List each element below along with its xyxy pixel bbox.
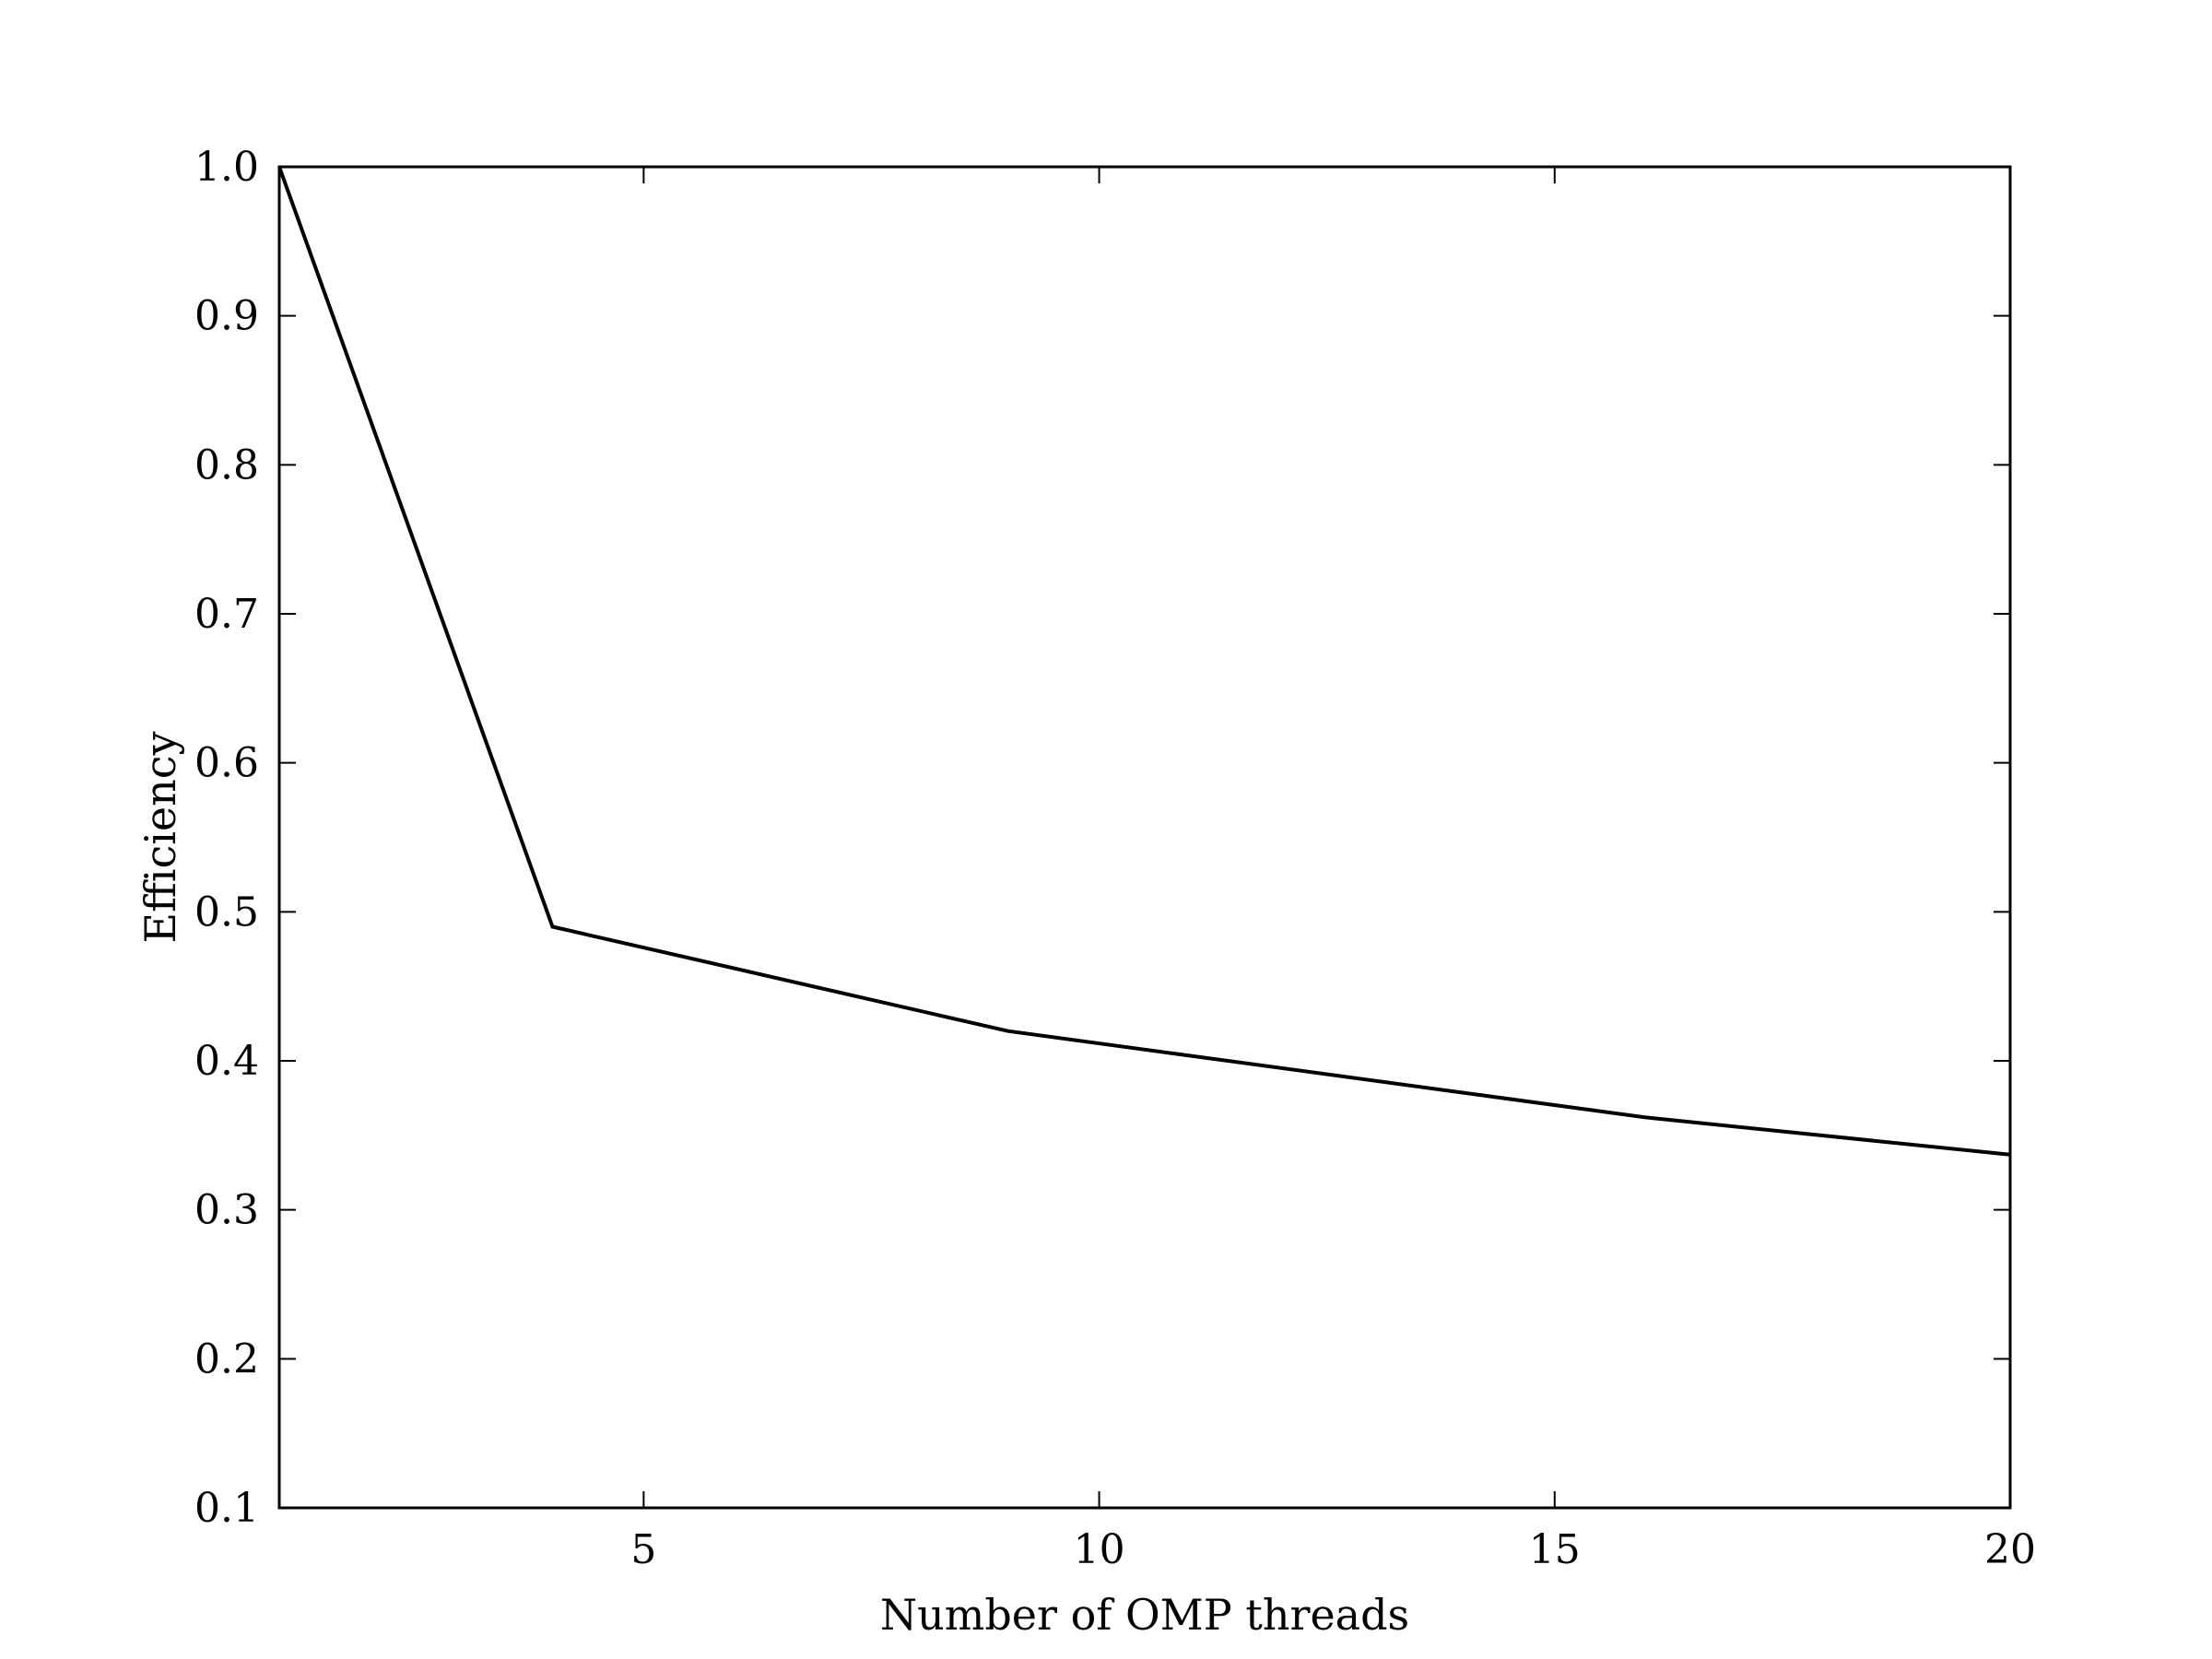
y-tick-label: 0.6	[194, 740, 259, 787]
x-axis-ticks: 5 10 15 20	[630, 167, 2036, 1573]
y-tick-label: 0.2	[194, 1335, 259, 1382]
y-tick-label: 0.4	[194, 1038, 259, 1085]
x-tick-label: 15	[1529, 1526, 1581, 1573]
series-line-0	[277, 166, 2011, 1157]
y-tick-label: 0.1	[194, 1485, 259, 1532]
x-tick-label: 10	[1074, 1526, 1125, 1573]
x-tick-label: 20	[1984, 1526, 2036, 1573]
y-tick-label: 0.8	[194, 441, 259, 488]
series-layer	[277, 166, 2011, 1157]
y-tick-label: 0.9	[194, 293, 259, 340]
y-tick-label: 1.0	[194, 144, 259, 191]
x-tick-label: 5	[630, 1526, 656, 1573]
y-axis-ticks: 0.1 0.2 0.3 0.4 0.5 0.6 0.7 0.8 0.9 1.0	[194, 144, 2010, 1532]
plot-area: 5 10 15 20 0.1 0.2 0.3 0.4 0.5 0.6 0.7 0.8 0.9 1.0	[194, 144, 2036, 1573]
y-tick-label: 0.5	[194, 888, 259, 935]
x-axis-label: Number of OMP threads	[880, 1590, 1409, 1640]
y-tick-label: 0.7	[194, 591, 259, 638]
y-axis-label: Efficiency	[135, 731, 185, 943]
y-tick-label: 0.3	[194, 1187, 259, 1234]
plot-frame	[277, 165, 2012, 1510]
